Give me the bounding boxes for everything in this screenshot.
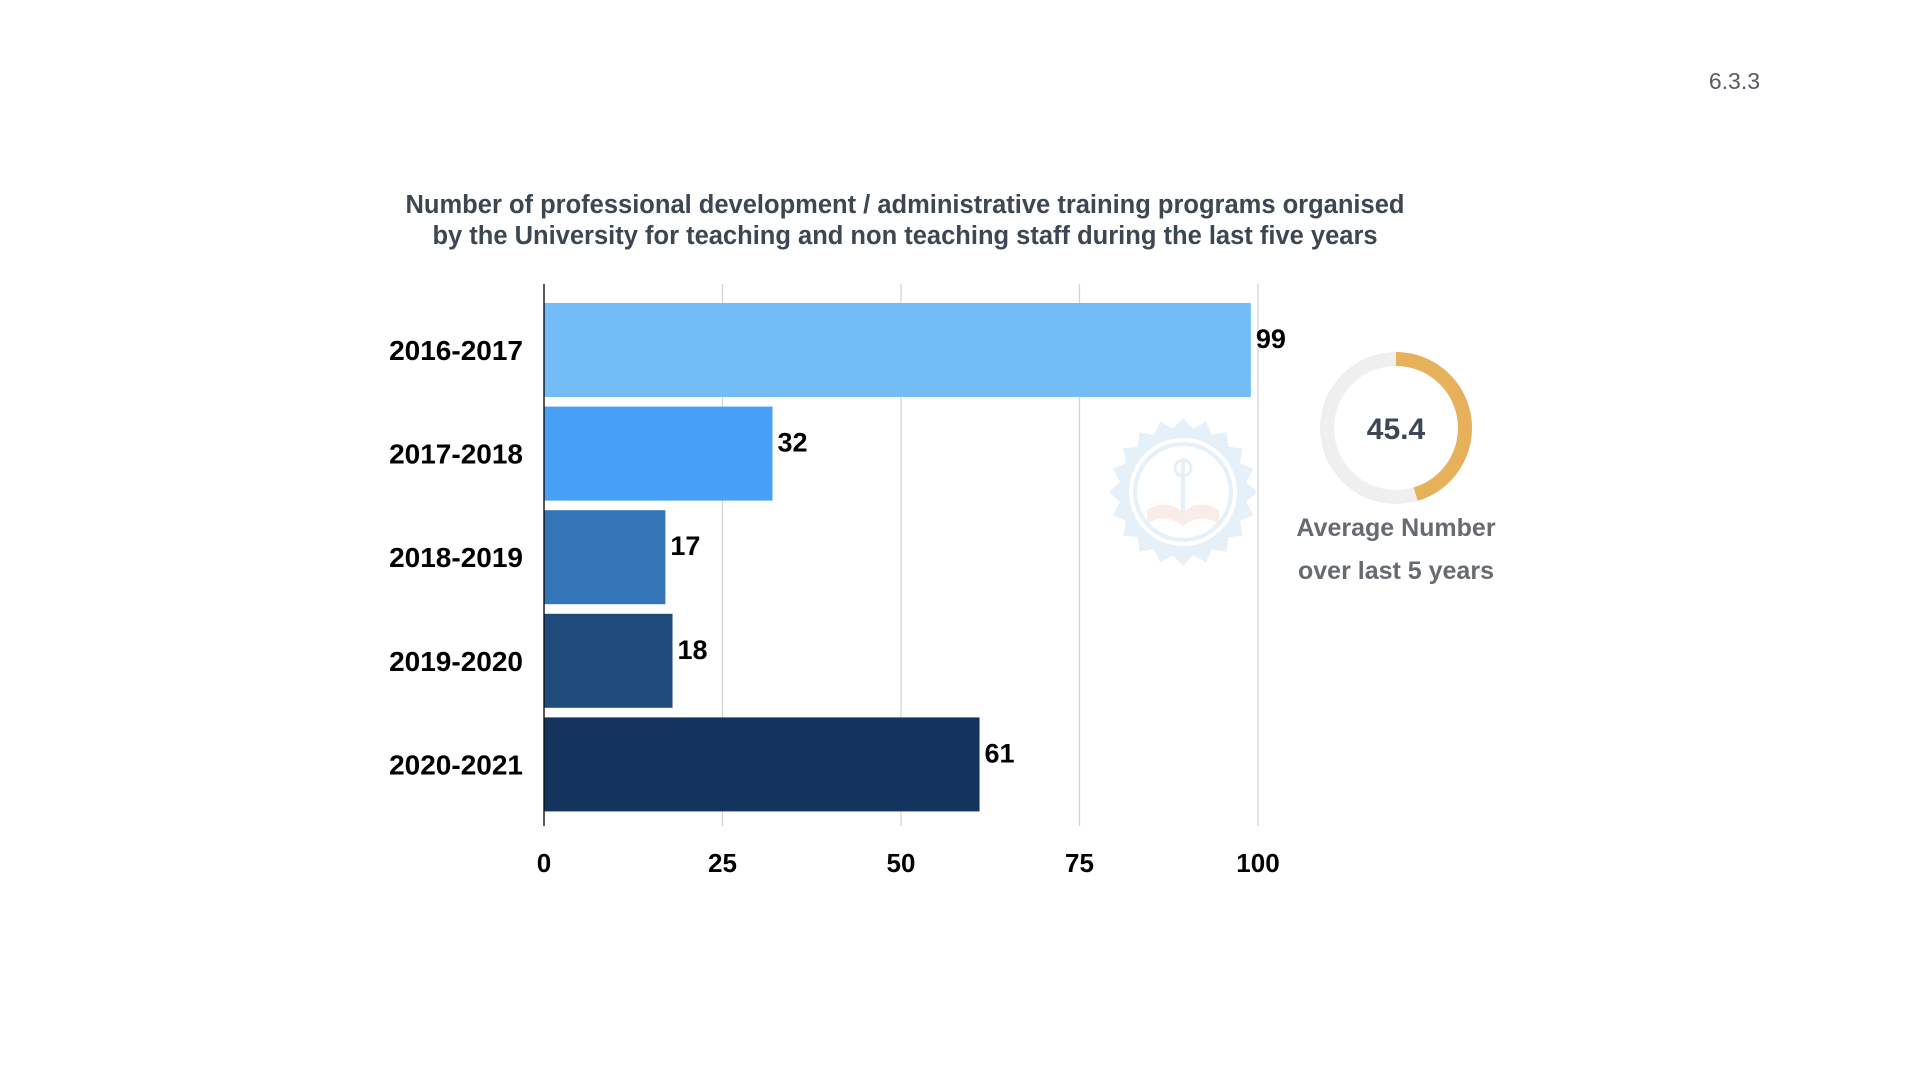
category-label: 2016-2017: [389, 335, 523, 366]
bar: [544, 406, 773, 501]
data-label: 18: [678, 635, 708, 665]
x-tick-label: 0: [537, 848, 551, 878]
category-label: 2018-2019: [389, 542, 523, 573]
category-label: 2019-2020: [389, 646, 523, 677]
gauge-caption-line: Average Number: [1296, 514, 1495, 542]
gauge-caption-line: over last 5 years: [1298, 557, 1494, 585]
x-tick-label: 50: [887, 848, 916, 878]
bar: [544, 717, 980, 812]
average-gauge: 45.4 Average Number over last 5 years: [1296, 352, 1496, 585]
data-label: 17: [670, 531, 700, 561]
data-label: 99: [1256, 324, 1286, 354]
x-tick-label: 100: [1236, 848, 1279, 878]
labels: 0 25 50 75 100 2016-2017 99 2017-2018 32 2018-201…: [389, 324, 1286, 878]
data-label: 61: [985, 738, 1015, 768]
bars: [544, 303, 1251, 812]
slide-number: 6.3.3: [1708, 68, 1760, 94]
chart-title-line-2: by the University for teaching and non t…: [432, 222, 1378, 250]
bar: [544, 303, 1251, 397]
university-seal-icon: [1109, 418, 1257, 566]
data-label: 32: [777, 428, 807, 458]
chart-title: Number of professional development / adm…: [300, 190, 1510, 252]
gauge-fill: [1395, 352, 1472, 501]
bar: [544, 613, 673, 708]
x-tick-label: 25: [708, 848, 737, 878]
bar: [544, 510, 666, 605]
x-tick-label: 75: [1065, 848, 1094, 878]
chart-title-line-1: Number of professional development / adm…: [405, 191, 1405, 219]
gauge-value: 45.4: [1367, 413, 1426, 446]
category-label: 2020-2021: [389, 749, 523, 780]
category-label: 2017-2018: [389, 439, 523, 470]
